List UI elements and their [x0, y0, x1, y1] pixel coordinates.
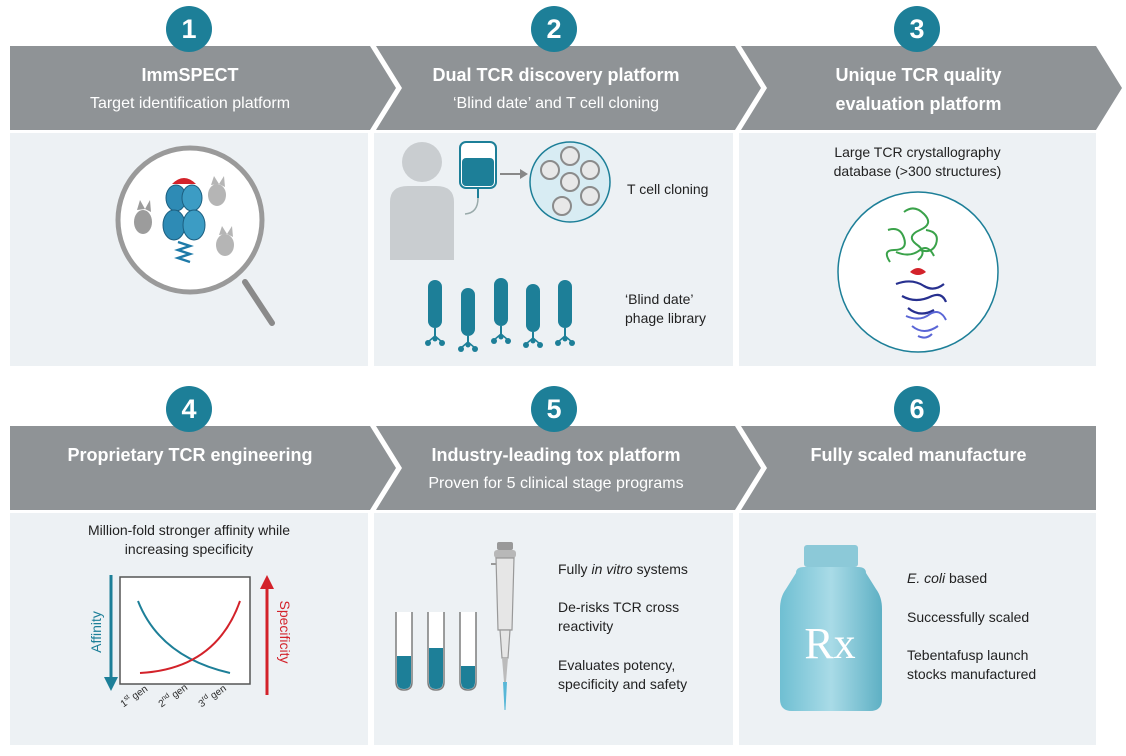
specificity-axis-label: Specificity	[277, 600, 293, 664]
step-2-subtitle: ‘Blind date’ and T cell cloning	[452, 95, 660, 112]
step-5-subtitle: Proven for 5 clinical stage programs	[428, 475, 684, 492]
header-arrow-4	[10, 426, 396, 510]
tox-bullet-2-line1: De-risks TCR cross	[558, 599, 680, 615]
t-cell-cloning-label: T cell cloning	[627, 181, 709, 197]
specificity-arrow-icon	[260, 575, 274, 695]
step-3-title-line1: Unique TCR quality	[835, 65, 1002, 85]
tox-bullet-3-line1: Evaluates potency,	[558, 657, 676, 673]
affinity-curve	[137, 600, 231, 674]
step-badge-4: 4	[166, 386, 212, 432]
step-2-title: Dual TCR discovery platform	[432, 65, 680, 85]
header-arrow-2	[376, 46, 761, 130]
engineering-caption-line2: increasing specificity	[124, 541, 254, 557]
tox-bullet-1: Fully in vitro systems	[558, 560, 688, 579]
manufacture-bullet-1-post: based	[945, 570, 988, 586]
t-cell-dish-icon	[529, 141, 611, 223]
magnifier-handle	[242, 279, 275, 326]
protein-structure-image	[837, 191, 999, 353]
gray-receptor-top-right	[208, 176, 226, 206]
pipette-icon	[491, 542, 516, 710]
step-4-title: Proprietary TCR engineering	[67, 445, 313, 465]
person-silhouette	[390, 142, 454, 260]
manufacture-bullet-3-line1: Tebentafusp launch	[907, 647, 1029, 663]
chart-plot-area	[119, 576, 251, 685]
step-badge-2: 2	[531, 6, 577, 52]
arrow-to-cells-icon	[500, 169, 528, 179]
blind-date-label-line2: phage library	[625, 310, 706, 326]
phage-library-icons	[425, 278, 575, 352]
gray-receptor-right	[216, 226, 234, 256]
step-3-title-line2: evaluation platform	[835, 94, 1002, 114]
crystallography-caption-line1: Large TCR crystallography	[834, 144, 1001, 160]
blind-date-label-line1: ‘Blind date’	[625, 291, 694, 307]
header-arrow-1	[10, 46, 396, 130]
tox-bullet-3-line2: specificity and safety	[558, 676, 688, 692]
step-5-title: Industry-leading tox platform	[431, 445, 681, 465]
tox-bullet-1-post: systems	[632, 561, 688, 577]
affinity-specificity-chart	[119, 576, 251, 685]
rx-symbol: Rx	[804, 619, 856, 668]
step-badge-6: 6	[894, 386, 940, 432]
test-tubes-icon	[395, 612, 477, 691]
immspect-magnifier-illustration	[115, 145, 275, 326]
tox-bullet-1-pre: Fully	[558, 561, 592, 577]
step-6-title: Fully scaled manufacture	[810, 445, 1027, 465]
tox-bullet-2-line2: reactivity	[558, 618, 614, 634]
step-badge-3: 3	[894, 6, 940, 52]
specificity-curve	[139, 600, 241, 674]
manufacture-bullet-2: Successfully scaled	[907, 609, 1030, 625]
medicine-bottle-icon	[780, 545, 882, 711]
manufacture-bullet-1-em: E. coli	[907, 570, 946, 586]
step-1-subtitle: Target identification platform	[89, 95, 291, 112]
affinity-arrow-icon	[104, 575, 118, 691]
affinity-axis-label: Affinity	[88, 611, 104, 653]
engineering-caption-line1: Million-fold stronger affinity while	[87, 522, 291, 538]
tcr-molecule	[162, 178, 206, 264]
crystallography-caption-line2: database (>300 structures)	[833, 163, 1002, 179]
step-1-title: ImmSPECT	[141, 65, 239, 85]
step-badge-5: 5	[531, 386, 577, 432]
manufacture-bullet-3-line2: stocks manufactured	[907, 666, 1037, 682]
tox-bullet-1-em: in vitro	[591, 561, 633, 577]
step-badge-1: 1	[166, 6, 212, 52]
iv-bag-icon	[459, 141, 497, 215]
header-arrow-6	[741, 426, 1096, 510]
header-arrow-3	[741, 46, 1122, 130]
header-arrow-5	[376, 426, 761, 510]
manufacture-bullet-1: E. coli based	[907, 569, 987, 588]
gray-receptor-left	[134, 200, 152, 234]
